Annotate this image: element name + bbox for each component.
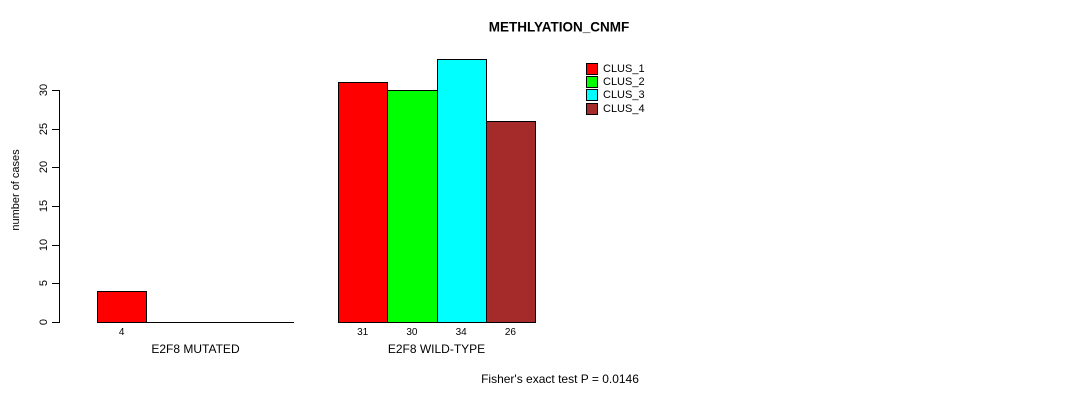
y-tick-mark [52, 167, 59, 168]
bar-clus_1 [338, 82, 389, 323]
legend: CLUS_1 CLUS_2 CLUS_3 CLUS_4 [586, 62, 645, 116]
y-tick-mark [52, 206, 59, 207]
legend-item-clus_2: CLUS_2 [586, 75, 645, 89]
y-tick-mark [52, 129, 59, 130]
legend-swatch [586, 102, 598, 115]
legend-item-clus_3: CLUS_3 [586, 89, 645, 102]
bar-clus_2 [387, 90, 438, 323]
legend-item-clus_1: CLUS_1 [586, 62, 645, 75]
y-tick-mark [52, 283, 59, 284]
bar-clus_3 [436, 59, 487, 323]
legend-swatch [586, 62, 598, 75]
group-label: E2F8 MUTATED [151, 342, 240, 356]
y-tick-label: 15 [38, 199, 50, 213]
y-axis-label: number of cases [10, 149, 22, 231]
legend-swatch [586, 76, 598, 89]
y-tick-label: 20 [38, 160, 50, 174]
bar-clus_4 [485, 121, 536, 323]
y-tick-label: 10 [38, 238, 50, 252]
group-label: E2F8 WILD-TYPE [387, 342, 486, 356]
y-axis-line [59, 90, 60, 323]
y-tick-mark [52, 245, 59, 246]
legend-label: CLUS_4 [603, 102, 645, 115]
legend-label: CLUS_1 [603, 62, 645, 75]
y-tick-label: 25 [38, 122, 50, 136]
legend-swatch [586, 89, 598, 102]
bar-value-label: 30 [406, 327, 418, 338]
y-tick-mark [52, 90, 59, 91]
bar-clus_1 [97, 291, 148, 323]
y-tick-mark [52, 322, 59, 323]
fisher-test-annotation: Fisher's exact test P = 0.0146 [481, 372, 639, 386]
y-tick-label: 0 [38, 318, 50, 326]
chart-title: METHLYATION_CNMF [488, 19, 630, 35]
legend-label: CLUS_2 [603, 76, 645, 89]
legend-item-clus_4: CLUS_4 [586, 102, 645, 115]
y-tick-label: 30 [38, 83, 50, 97]
y-tick-label: 5 [38, 279, 50, 287]
bar-value-label: 34 [455, 327, 467, 338]
x-axis-baseline [97, 322, 294, 323]
bar-value-label: 31 [357, 327, 369, 338]
bar-value-label: 4 [118, 327, 125, 338]
bar-value-label: 26 [504, 327, 516, 338]
legend-label: CLUS_3 [603, 89, 645, 102]
